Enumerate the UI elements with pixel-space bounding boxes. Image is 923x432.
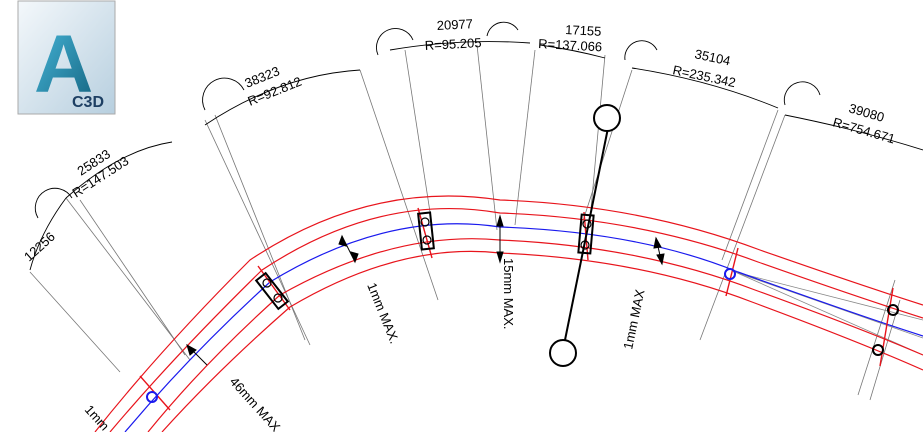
- civil3d-logo: A C3D: [17, 0, 116, 115]
- segment-length: 17155: [565, 22, 602, 39]
- radius-markers: [34, 21, 821, 219]
- segment-length: 12256: [21, 229, 58, 264]
- dimension-arcs: [29, 41, 923, 271]
- tolerance-label: 46mm MAX: [227, 374, 284, 432]
- tolerance-label: 1mm: [82, 402, 112, 432]
- segment-labels: 12256 25833 R=147.503 38323 R=92.812 209…: [21, 16, 897, 264]
- tolerance-arrows: [186, 214, 665, 366]
- tolerance-label: 1mm MAX: [620, 288, 647, 351]
- segment-radius: R=95.205: [424, 35, 481, 53]
- pivot-handle[interactable]: [549, 104, 621, 367]
- logo-letter: A: [34, 19, 93, 110]
- segment-length: 35104: [693, 46, 731, 68]
- switch-markers: [146, 268, 899, 403]
- tolerance-label: 1mm MAX.: [364, 281, 402, 346]
- tolerance-label: 15mm MAX.: [501, 258, 516, 330]
- spiral-lines: [734, 271, 923, 356]
- radius-leader-lines: [29, 44, 901, 401]
- crossing-box-2: [417, 211, 435, 251]
- segment-length: 20977: [436, 16, 473, 33]
- crossing-box-1: [254, 271, 290, 311]
- logo-product-name: C3D: [72, 94, 104, 111]
- segment-radius: R=137.066: [538, 36, 603, 54]
